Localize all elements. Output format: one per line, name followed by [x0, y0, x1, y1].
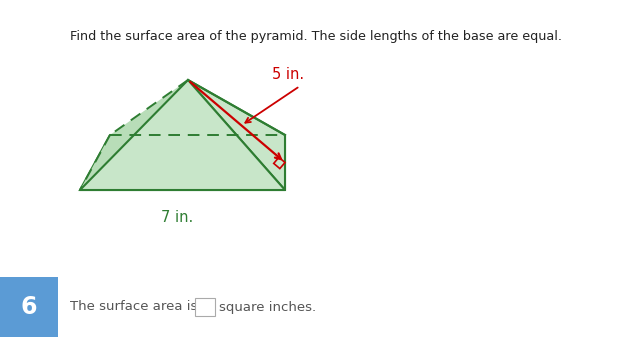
Polygon shape — [80, 135, 285, 190]
Text: square inches.: square inches. — [219, 301, 316, 313]
Bar — [0, 277, 58, 337]
Text: Find the surface area of the pyramid. The side lengths of the base are equal.: Find the surface area of the pyramid. Th… — [70, 30, 562, 43]
Polygon shape — [80, 80, 285, 190]
Text: 5 in.: 5 in. — [272, 67, 304, 82]
Polygon shape — [80, 80, 188, 190]
Bar — [195, 298, 215, 316]
Text: 6: 6 — [21, 295, 37, 319]
Polygon shape — [188, 80, 285, 190]
Text: 7 in.: 7 in. — [162, 210, 193, 225]
Text: The surface area is: The surface area is — [70, 301, 197, 313]
